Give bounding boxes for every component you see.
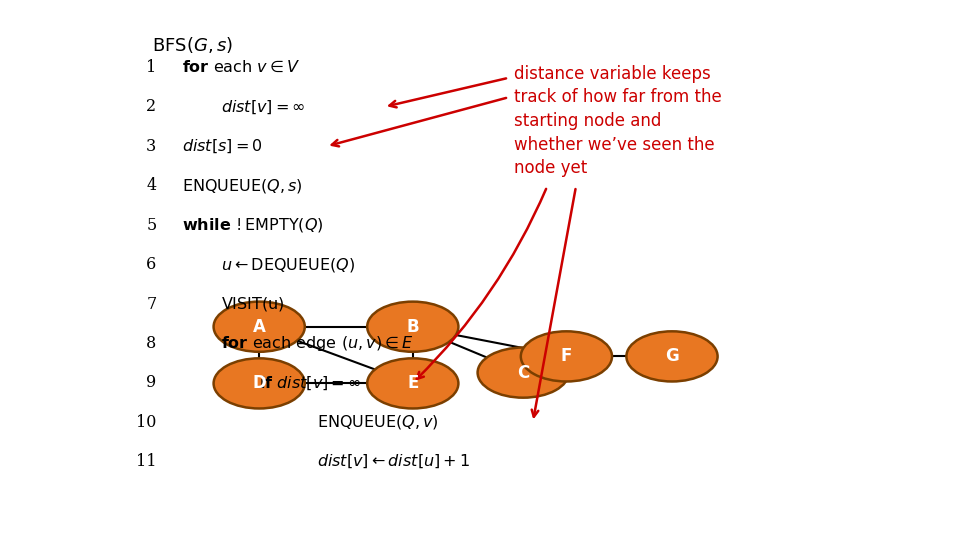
Text: E: E	[407, 374, 419, 393]
Text: $dist[s] = 0$: $dist[s] = 0$	[182, 138, 263, 155]
Text: 7: 7	[146, 295, 156, 313]
Ellipse shape	[214, 359, 305, 408]
Text: $\mathbf{if}\ dist[v] = \infty$: $\mathbf{if}\ dist[v] = \infty$	[259, 374, 361, 392]
Text: $\mathrm{BFS}(G, s)$: $\mathrm{BFS}(G, s)$	[152, 35, 233, 55]
Text: $\mathbf{for}\ \mathrm{each}\ v \in V$: $\mathbf{for}\ \mathrm{each}\ v \in V$	[182, 60, 300, 75]
Text: F: F	[561, 347, 572, 366]
Text: $u \leftarrow \mathrm{DEQUEUE}(Q)$: $u \leftarrow \mathrm{DEQUEUE}(Q)$	[221, 255, 355, 274]
Text: 5: 5	[146, 217, 156, 234]
Text: $\mathrm{ENQUEUE}(Q, v)$: $\mathrm{ENQUEUE}(Q, v)$	[317, 413, 439, 431]
Text: 2: 2	[146, 98, 156, 116]
Ellipse shape	[367, 302, 459, 352]
Text: $\mathrm{ENQUEUE}(Q, s)$: $\mathrm{ENQUEUE}(Q, s)$	[182, 177, 303, 195]
Text: $dist[v] = \infty$: $dist[v] = \infty$	[221, 98, 305, 116]
Ellipse shape	[214, 302, 305, 352]
Text: G: G	[665, 347, 679, 366]
Text: 3: 3	[146, 138, 156, 155]
Text: A: A	[252, 318, 266, 336]
Text: D: D	[252, 374, 266, 393]
Ellipse shape	[626, 332, 718, 381]
Text: 4: 4	[146, 177, 156, 194]
Ellipse shape	[520, 332, 612, 381]
Text: 11: 11	[136, 453, 156, 470]
Text: distance variable keeps
track of how far from the
starting node and
whether we’v: distance variable keeps track of how far…	[514, 65, 721, 177]
Text: $\mathbf{while}\ \mathrm{!EMPTY}(Q)$: $\mathbf{while}\ \mathrm{!EMPTY}(Q)$	[182, 216, 324, 234]
Text: $\mathrm{VISIT}(\mathrm{u})$: $\mathrm{VISIT}(\mathrm{u})$	[221, 295, 284, 313]
Text: 1: 1	[146, 59, 156, 76]
Text: 8: 8	[146, 335, 156, 352]
Text: $dist[v] \leftarrow dist[u] + 1$: $dist[v] \leftarrow dist[u] + 1$	[317, 453, 469, 470]
Ellipse shape	[477, 348, 568, 397]
Text: B: B	[406, 318, 420, 336]
Text: C: C	[517, 363, 529, 382]
Ellipse shape	[367, 359, 459, 408]
Text: 9: 9	[146, 374, 156, 392]
Text: $\mathbf{for}\ \mathrm{each\ edge}\ (u,v) \in E$: $\mathbf{for}\ \mathrm{each\ edge}\ (u,v…	[221, 334, 414, 353]
Text: 10: 10	[136, 414, 156, 431]
Text: 6: 6	[146, 256, 156, 273]
